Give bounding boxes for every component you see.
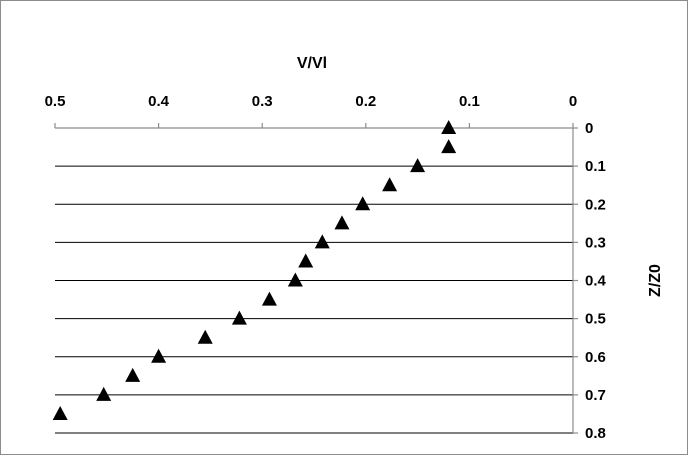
x-tick-label-1: 0.4 <box>148 93 170 110</box>
y-tick-label-7: 0.7 <box>585 387 606 404</box>
y-tick-label-4: 0.4 <box>585 273 607 290</box>
x-axis-title: V/Vl <box>297 55 327 72</box>
data-point-7 <box>298 253 314 268</box>
gridlines <box>55 165 573 434</box>
y-tick-label-2: 0.2 <box>585 196 606 213</box>
data-point-3 <box>382 177 398 192</box>
data-point-0 <box>441 120 457 134</box>
x-tick-label-5: 0 <box>569 93 577 110</box>
x-tick-label-3: 0.2 <box>355 93 376 110</box>
y-axis-title: Z/Z0 <box>647 264 664 297</box>
data-points <box>52 120 457 420</box>
x-tick-label-0: 0.5 <box>45 93 66 110</box>
axes <box>54 123 578 434</box>
x-tick-label-2: 0.3 <box>252 93 273 110</box>
data-point-2 <box>410 158 426 173</box>
data-point-5 <box>334 215 350 230</box>
y-tick-label-0: 0 <box>585 120 593 137</box>
tick-labels: 0.5 0.4 0.3 0.2 0.1 00 0.1 0.2 0.3 0.4 0.5 0.6 0.7 0.… <box>45 93 607 442</box>
data-point-14 <box>96 386 112 401</box>
data-point-6 <box>314 234 330 249</box>
y-tick-label-5: 0.5 <box>585 311 606 328</box>
data-point-12 <box>151 348 167 363</box>
data-point-11 <box>197 329 213 344</box>
data-point-13 <box>125 367 141 382</box>
data-point-15 <box>52 405 68 420</box>
data-point-9 <box>261 291 277 306</box>
data-point-4 <box>355 196 371 211</box>
y-tick-label-6: 0.6 <box>585 349 606 366</box>
y-tick-label-8: 0.8 <box>585 425 606 442</box>
data-point-10 <box>231 310 247 325</box>
y-tick-label-1: 0.1 <box>585 158 606 175</box>
data-point-1 <box>441 139 457 154</box>
y-tick-label-3: 0.3 <box>585 234 606 251</box>
x-tick-label-4: 0.1 <box>459 93 480 110</box>
data-point-8 <box>287 272 303 287</box>
